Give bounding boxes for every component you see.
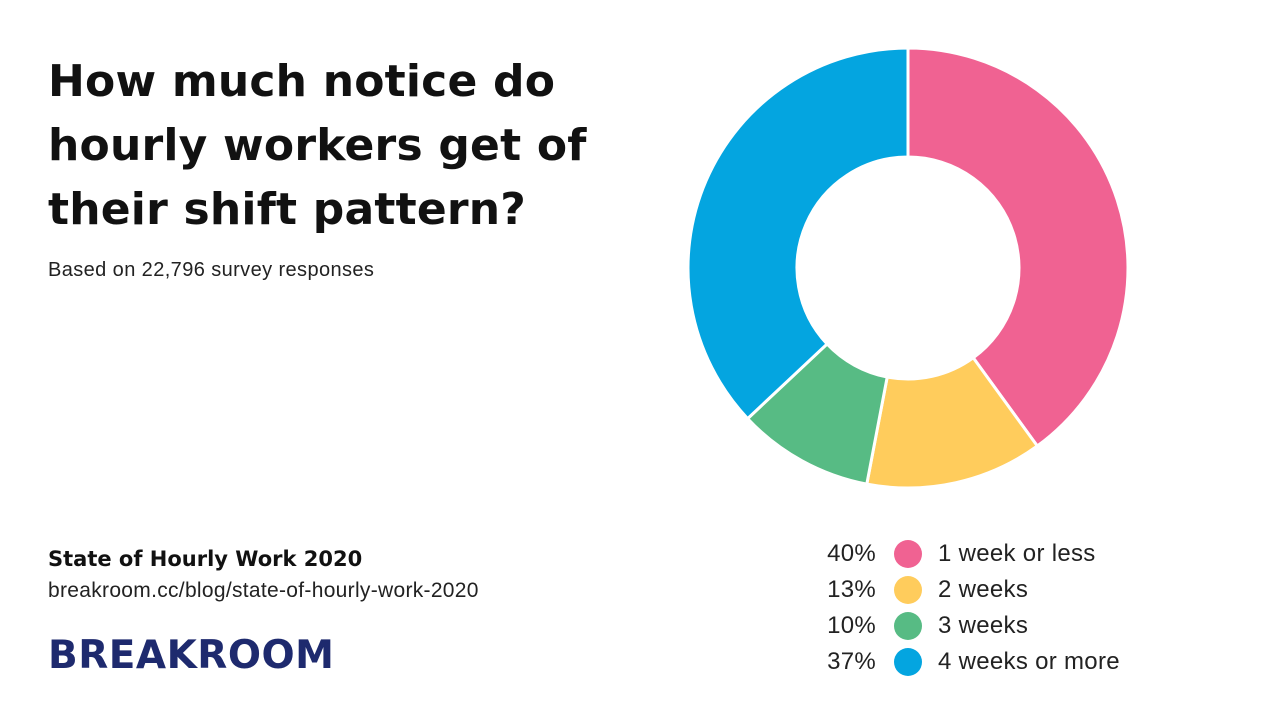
chart-legend: 40% 1 week or less 13% 2 weeks 10% 3 weeks 37%… bbox=[780, 536, 1200, 680]
donut-slice-4-weeks-or-more bbox=[686, 46, 910, 421]
legend-value: 13% bbox=[827, 576, 876, 603]
source-title: State of Hourly Work 2020 bbox=[48, 547, 363, 571]
chart-subtitle: Based on 22,796 survey responses bbox=[48, 259, 375, 281]
legend-label: 2 weeks bbox=[938, 576, 1029, 603]
legend-item: 37% 4 weeks or more bbox=[780, 644, 1200, 680]
legend-swatch bbox=[894, 540, 922, 568]
legend-value: 40% bbox=[827, 540, 876, 567]
legend-item: 10% 3 weeks bbox=[780, 608, 1200, 644]
legend-swatch bbox=[894, 648, 922, 676]
legend-swatch bbox=[894, 576, 922, 604]
legend-label: 1 week or less bbox=[938, 540, 1096, 567]
legend-label: 4 weeks or more bbox=[938, 648, 1120, 675]
legend-item: 40% 1 week or less bbox=[780, 536, 1200, 572]
legend-value: 10% bbox=[827, 612, 876, 639]
legend-swatch bbox=[894, 612, 922, 640]
legend-label: 3 weeks bbox=[938, 612, 1029, 639]
source-url: breakroom.cc/blog/state-of-hourly-work-2… bbox=[48, 579, 479, 602]
donut-chart bbox=[686, 46, 1130, 490]
legend-item: 13% 2 weeks bbox=[780, 572, 1200, 608]
brand-logo: BREAKROOM bbox=[48, 633, 335, 678]
legend-value: 37% bbox=[827, 648, 876, 675]
donut-slice-1-week-or-less bbox=[906, 46, 1130, 449]
chart-title: How much notice do hourly workers get of… bbox=[48, 56, 587, 235]
